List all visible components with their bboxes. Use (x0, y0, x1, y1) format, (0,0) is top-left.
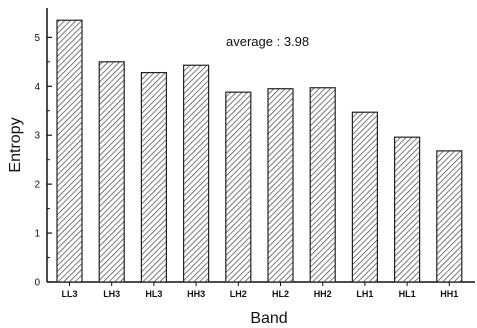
x-tick-label-lh1: LH1 (356, 289, 373, 299)
bar-hh2 (309, 87, 336, 283)
bar-hh3 (183, 64, 210, 283)
bars (56, 19, 463, 283)
y-tick-label: 5 (34, 33, 40, 44)
x-tick-labels: LL3 LH3 HL3 HH3 LH2 HL2 HH2 LH1 HL1 HH1 (61, 282, 458, 299)
bar-hl1 (394, 136, 421, 283)
x-tick-label-lh2: LH2 (230, 289, 247, 299)
y-tick-label: 0 (34, 278, 40, 289)
x-tick-label-ll3: LL3 (61, 289, 77, 299)
y-tick-label: 4 (34, 82, 40, 93)
bar-hh1 (436, 150, 463, 283)
y-ticks: 0 1 2 3 4 5 (34, 33, 52, 289)
x-tick-label-hl2: HL2 (272, 289, 289, 299)
bar-hl3 (140, 71, 167, 283)
y-tick-label: 3 (34, 131, 40, 142)
x-tick-label-hl3: HL3 (145, 289, 162, 299)
bar-lh3 (98, 61, 125, 283)
bar-lh1 (351, 111, 378, 283)
x-tick-label-hh3: HH3 (187, 289, 205, 299)
y-tick-label: 1 (34, 229, 40, 240)
bar-ll3 (56, 19, 83, 283)
bar-hl2 (267, 88, 294, 283)
y-tick-label: 2 (34, 180, 40, 191)
x-tick-label-hh2: HH2 (314, 289, 332, 299)
x-axis-title: Band (250, 310, 287, 327)
x-tick-label-hl1: HL1 (399, 289, 416, 299)
y-axis-title: Entropy (7, 117, 24, 172)
bar-lh2 (225, 91, 252, 283)
x-tick-label-lh3: LH3 (103, 289, 120, 299)
average-annotation: average : 3.98 (226, 34, 309, 49)
x-tick-label-hh1: HH1 (440, 289, 458, 299)
